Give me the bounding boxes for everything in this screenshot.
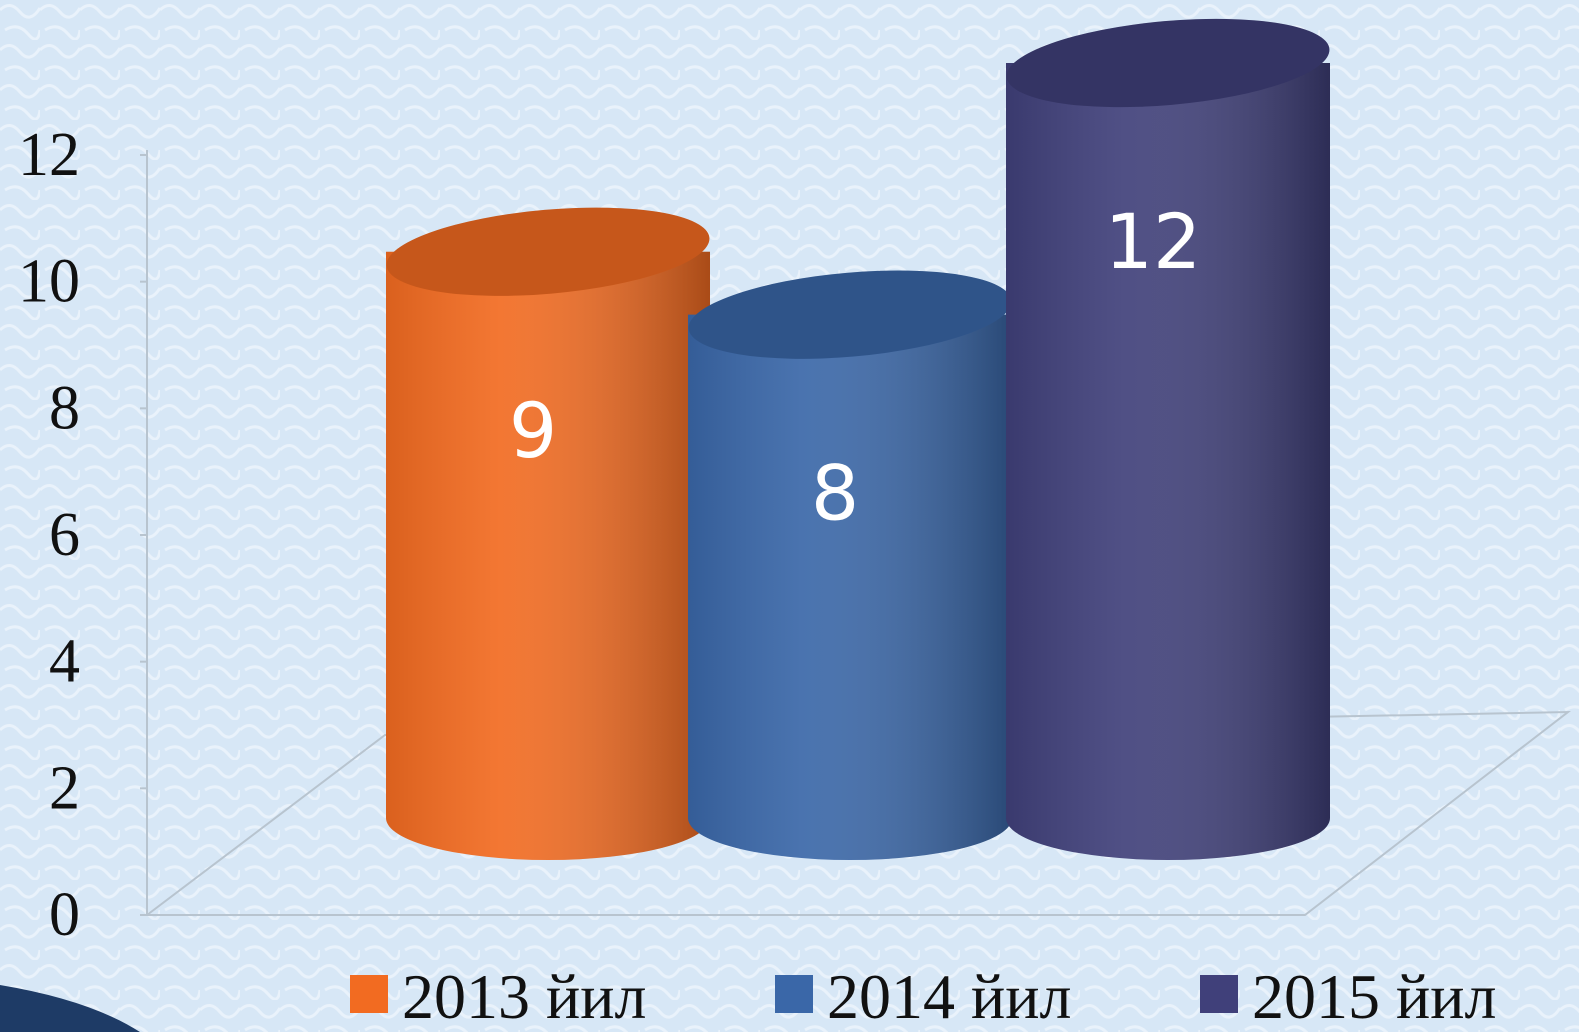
legend-label: 2013 йил (402, 961, 646, 1032)
y-tick-label: 8 (49, 374, 80, 442)
cylinder-top (688, 270, 1012, 359)
cylinder-shade (1006, 63, 1330, 860)
y-tick-label: 10 (18, 248, 80, 316)
legend-swatch (775, 975, 813, 1013)
legend-swatch (350, 975, 388, 1013)
data-label: 9 (509, 386, 557, 475)
cylinder (688, 270, 1012, 861)
cylinder-top-shade (1006, 18, 1330, 108)
cylinder-top (386, 207, 710, 296)
cylinder-shade (688, 314, 1012, 861)
data-label: 12 (1105, 197, 1202, 286)
legend-label: 2014 йил (827, 961, 1071, 1032)
cylinder-shade (386, 251, 710, 860)
y-tick-label: 0 (49, 881, 80, 949)
y-tick-label: 6 (49, 501, 80, 569)
cylinder (1006, 18, 1330, 860)
legend-swatch (1200, 975, 1238, 1013)
corner-decoration (0, 985, 140, 1032)
cylinder-top (1006, 18, 1330, 108)
y-tick-label: 2 (49, 754, 80, 822)
y-tick-label: 12 (18, 121, 80, 189)
cylinder-top-shade (386, 207, 710, 296)
cylinder-top-shade (688, 270, 1012, 359)
legend-label: 2015 йил (1252, 961, 1496, 1032)
data-label: 8 (811, 449, 859, 538)
y-tick-label: 4 (49, 628, 80, 696)
cylinder (386, 207, 710, 860)
